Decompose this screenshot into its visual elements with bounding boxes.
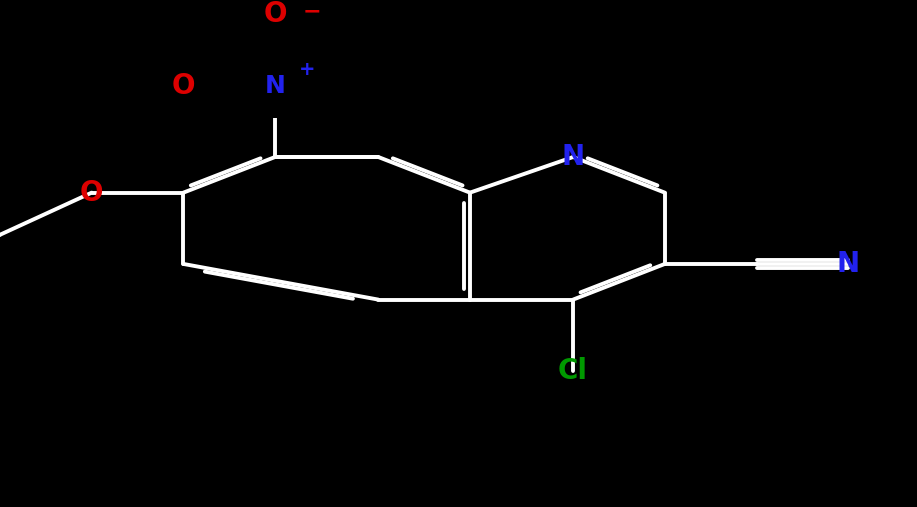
Text: N: N [836, 250, 860, 278]
Text: −: − [303, 1, 321, 21]
Text: O: O [80, 178, 104, 207]
Text: O: O [263, 1, 287, 28]
Text: N: N [561, 143, 585, 171]
Text: +: + [299, 60, 315, 79]
Text: N: N [265, 74, 285, 98]
Text: Cl: Cl [558, 357, 588, 385]
Text: O: O [171, 71, 195, 100]
